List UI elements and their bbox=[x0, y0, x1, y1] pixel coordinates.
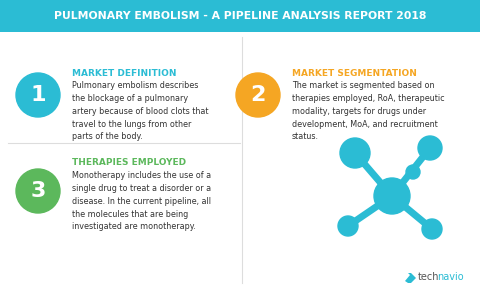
Bar bbox=[0, 32, 480, 291]
Polygon shape bbox=[405, 273, 416, 283]
Circle shape bbox=[16, 73, 60, 117]
Text: 3: 3 bbox=[30, 181, 46, 201]
Circle shape bbox=[236, 73, 280, 117]
Text: Monotherapy includes the use of a
single drug to treat a disorder or a
disease. : Monotherapy includes the use of a single… bbox=[72, 171, 211, 231]
Text: 2: 2 bbox=[250, 85, 266, 105]
Text: navio: navio bbox=[437, 272, 464, 282]
Text: PULMONARY EMBOLISM - A PIPELINE ANALYSIS REPORT 2018: PULMONARY EMBOLISM - A PIPELINE ANALYSIS… bbox=[54, 11, 426, 21]
Circle shape bbox=[422, 219, 442, 239]
Text: 1: 1 bbox=[30, 85, 46, 105]
Circle shape bbox=[16, 169, 60, 213]
Text: MARKET DEFINITION: MARKET DEFINITION bbox=[72, 69, 177, 78]
Circle shape bbox=[406, 165, 420, 179]
Text: THERAPIES EMPLOYED: THERAPIES EMPLOYED bbox=[72, 158, 186, 167]
Text: Pulmonary embolism describes
the blockage of a pulmonary
artery because of blood: Pulmonary embolism describes the blockag… bbox=[72, 81, 208, 141]
Text: The market is segmented based on
therapies employed, RoA, therapeutic
modality, : The market is segmented based on therapi… bbox=[292, 81, 444, 141]
Text: MARKET SEGMENTATION: MARKET SEGMENTATION bbox=[292, 69, 417, 78]
Circle shape bbox=[338, 216, 358, 236]
Circle shape bbox=[340, 138, 370, 168]
Text: tech: tech bbox=[418, 272, 440, 282]
Bar bbox=[0, 0, 480, 32]
Circle shape bbox=[374, 178, 410, 214]
Circle shape bbox=[418, 136, 442, 160]
